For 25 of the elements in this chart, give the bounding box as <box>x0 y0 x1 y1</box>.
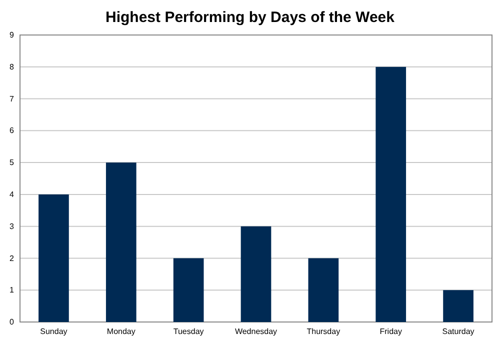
x-tick-label: Thursday <box>306 327 340 336</box>
bar <box>240 226 272 322</box>
y-tick-label: 7 <box>10 94 15 104</box>
y-tick-label: 9 <box>10 30 15 40</box>
y-tick-label: 3 <box>10 222 15 231</box>
x-tick-label: Saturday <box>442 327 474 336</box>
bar <box>308 258 339 322</box>
bar <box>443 290 474 322</box>
x-tick-label: Sunday <box>40 327 68 336</box>
x-tick-label: Wednesday <box>234 327 278 336</box>
bar <box>173 258 204 322</box>
y-tick-label: 5 <box>10 158 15 168</box>
chart-title: Highest Performing by Days of the Week <box>106 9 396 26</box>
y-tick-label: 0 <box>10 318 15 327</box>
y-tick-label: 2 <box>10 254 15 263</box>
y-tick-label: 6 <box>10 126 15 136</box>
x-tick-label: Tuesday <box>173 327 204 336</box>
bar <box>38 194 69 322</box>
y-tick-label: 1 <box>10 286 15 295</box>
y-tick-label: 4 <box>10 190 15 200</box>
x-tick-label: Friday <box>380 327 402 336</box>
bar <box>376 66 406 322</box>
bar <box>106 162 136 322</box>
y-tick-label: 8 <box>10 62 15 72</box>
x-tick-label: Monday <box>106 327 136 336</box>
